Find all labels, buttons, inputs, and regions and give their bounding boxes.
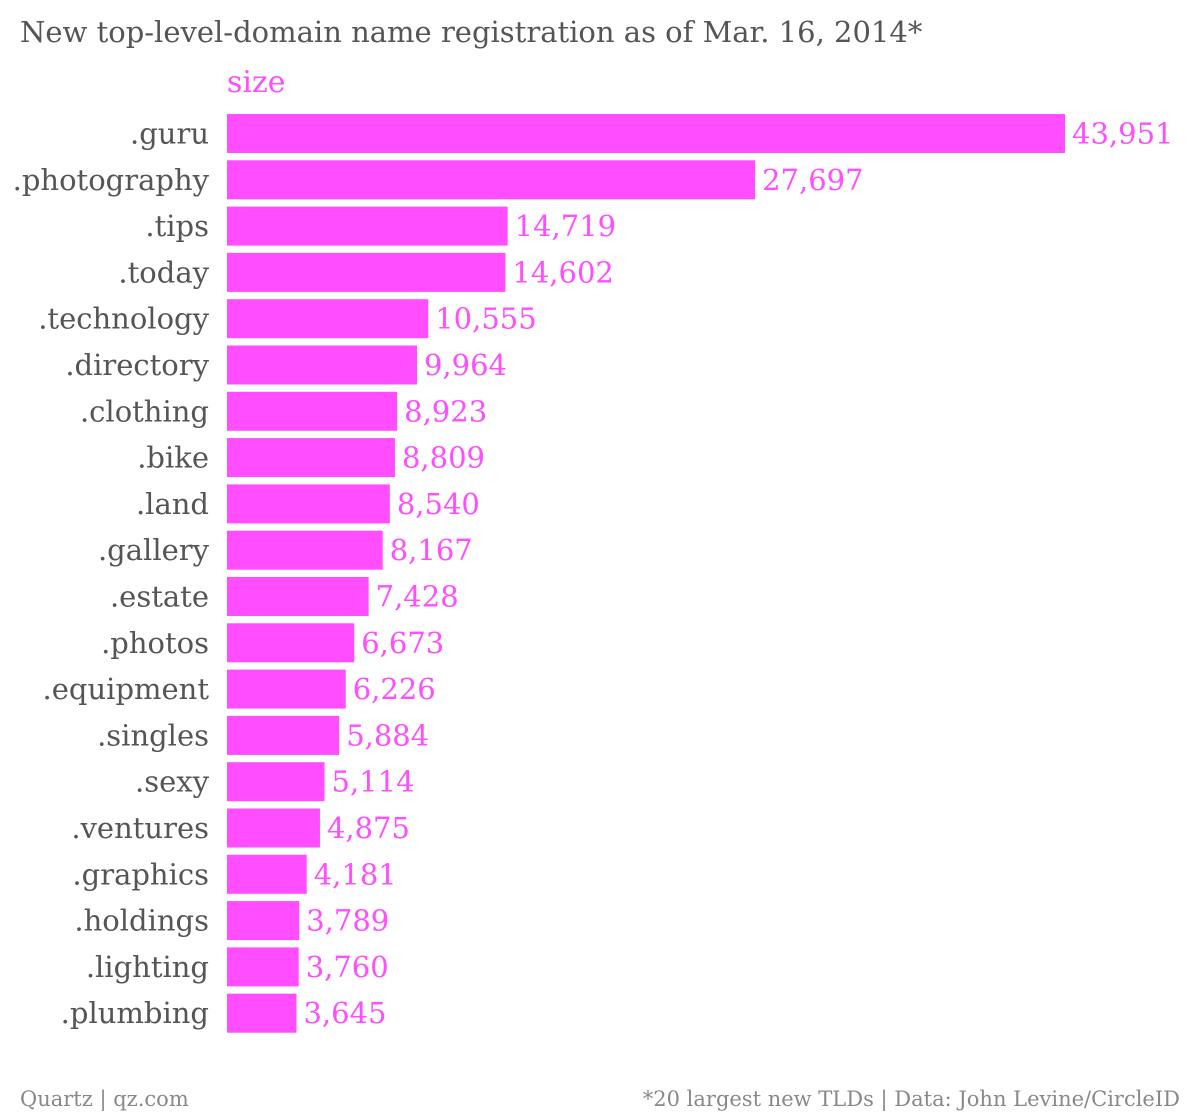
value-label: 3,789 xyxy=(306,904,389,938)
bar xyxy=(227,762,325,802)
value-label: 3,645 xyxy=(303,996,386,1030)
category-label: .graphics xyxy=(72,857,209,891)
bar xyxy=(227,345,417,385)
category-label: .photos xyxy=(101,626,209,660)
category-label: .technology xyxy=(38,302,209,336)
value-label: 8,167 xyxy=(390,533,473,567)
value-label: 14,719 xyxy=(515,209,616,243)
bar xyxy=(227,391,398,431)
category-label: .singles xyxy=(97,718,209,752)
value-label: 5,884 xyxy=(346,718,429,752)
category-label: .plumbing xyxy=(61,996,209,1030)
value-label: 6,673 xyxy=(361,626,444,660)
category-label: .tips xyxy=(145,209,209,243)
category-label: .land xyxy=(136,487,209,521)
bar xyxy=(227,160,756,200)
value-label: 8,809 xyxy=(402,441,485,475)
value-label: 43,951 xyxy=(1072,117,1173,151)
bar xyxy=(227,947,299,987)
bar xyxy=(227,808,320,848)
category-label: .holdings xyxy=(74,904,209,938)
series-label: size xyxy=(227,65,286,100)
bar xyxy=(227,901,300,941)
value-label: 5,114 xyxy=(332,765,415,799)
category-label: .sexy xyxy=(135,765,210,799)
bar xyxy=(227,114,1065,153)
category-label: .bike xyxy=(137,441,209,475)
category-label: .photography xyxy=(13,163,210,197)
bar xyxy=(227,484,390,524)
bar xyxy=(227,206,508,246)
category-label: .lighting xyxy=(86,950,209,984)
category-label: .directory xyxy=(65,348,209,382)
bar xyxy=(227,854,307,894)
category-label: .gallery xyxy=(98,533,210,567)
bar xyxy=(227,438,395,478)
value-label: 27,697 xyxy=(762,163,863,197)
bar xyxy=(227,623,355,663)
value-label: 8,540 xyxy=(397,487,480,521)
bar xyxy=(227,993,297,1033)
category-label: .today xyxy=(118,255,209,289)
category-label: .clothing xyxy=(80,394,209,428)
chart-title: New top-level-domain name registration a… xyxy=(20,15,923,49)
bar xyxy=(227,669,346,709)
footer-source: Quartz | qz.com xyxy=(20,1087,189,1112)
category-label: .guru xyxy=(130,117,209,151)
category-label: .estate xyxy=(110,580,209,614)
value-label: 6,226 xyxy=(353,672,436,706)
value-label: 14,602 xyxy=(512,255,613,289)
value-label: 3,760 xyxy=(306,950,389,984)
value-label: 8,923 xyxy=(404,394,487,428)
footer-note: *20 largest new TLDs | Data: John Levine… xyxy=(643,1087,1180,1112)
value-label: 4,875 xyxy=(327,811,410,845)
value-label: 7,428 xyxy=(376,580,459,614)
category-label: .ventures xyxy=(71,811,209,845)
bar xyxy=(227,577,369,616)
value-label: 9,964 xyxy=(424,348,507,382)
bar xyxy=(227,252,506,292)
category-label: .equipment xyxy=(43,672,210,706)
value-label: 4,181 xyxy=(314,857,397,891)
bar-group: .guru 43,951 .photography 27,697 .tips 14,719… xyxy=(13,114,1173,1033)
bar xyxy=(227,299,429,339)
bar xyxy=(227,715,340,755)
bar xyxy=(227,530,383,570)
value-label: 10,555 xyxy=(435,302,536,336)
